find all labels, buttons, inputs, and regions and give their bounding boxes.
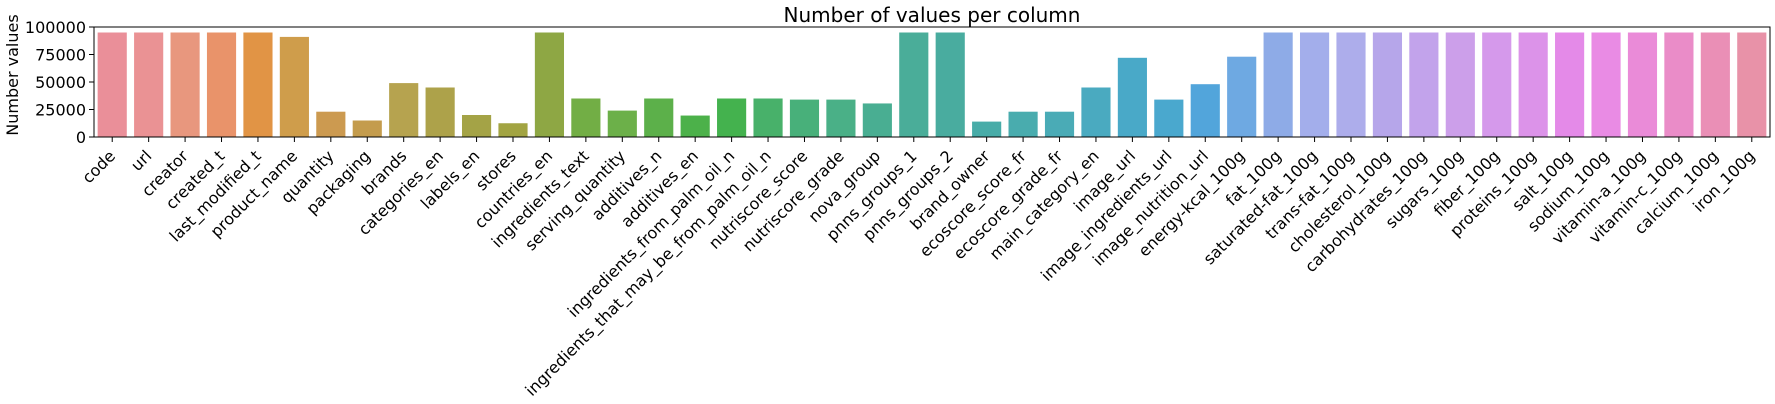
bar-created_t bbox=[206, 32, 237, 137]
bar-labels_en bbox=[461, 115, 492, 137]
bar-url bbox=[134, 32, 164, 137]
x-tick-label: url bbox=[127, 146, 155, 174]
bar-code bbox=[97, 32, 127, 137]
bar-product_name bbox=[279, 36, 309, 137]
bar-trans-fat_100g bbox=[1336, 32, 1366, 137]
chart-title: Number of values per column bbox=[784, 3, 1081, 27]
y-tick-label: 50000 bbox=[35, 73, 86, 92]
bars-group bbox=[97, 32, 1767, 138]
bar-packaging bbox=[352, 120, 382, 137]
bar-pnns_groups_1 bbox=[899, 32, 929, 137]
y-axis: 0 25000 50000 75000 100000 bbox=[25, 18, 94, 147]
bar-image_ingredients_url bbox=[1154, 99, 1184, 137]
bar-nova_group bbox=[862, 103, 892, 137]
bar-saturated-fat_100g bbox=[1299, 32, 1330, 137]
y-tick-label: 25000 bbox=[35, 101, 86, 120]
bar-ingredients_text bbox=[571, 98, 601, 137]
bar-ecoscore_grade_fr bbox=[1044, 111, 1075, 137]
bar-sugars_100g bbox=[1445, 32, 1475, 137]
bar-countries_en bbox=[534, 32, 565, 137]
plot-frame bbox=[93, 26, 1771, 138]
bar-calcium_100g bbox=[1700, 32, 1730, 137]
bar-brand_owner bbox=[972, 121, 1002, 137]
bar-cholesterol_100g bbox=[1372, 32, 1403, 137]
bar-stores bbox=[498, 123, 528, 137]
bar-ingredients_from_palm_oil_n bbox=[717, 98, 747, 137]
y-tick-label: 100000 bbox=[25, 18, 86, 37]
bar-sodium_100g bbox=[1591, 32, 1621, 137]
bar-main_category_en bbox=[1081, 87, 1111, 137]
bar-categories_en bbox=[425, 87, 455, 137]
bar-fiber_100g bbox=[1482, 32, 1512, 137]
y-tick-label: 0 bbox=[76, 128, 86, 147]
bar-brands bbox=[389, 83, 419, 137]
bar-fat_100g bbox=[1263, 32, 1293, 137]
bar-iron_100g bbox=[1737, 32, 1767, 137]
bar-quantity bbox=[316, 111, 346, 137]
bar-nutriscore_grade bbox=[826, 99, 856, 137]
bar-carbohydrates_100g bbox=[1409, 32, 1439, 137]
bar-energy-kcal_100g bbox=[1227, 56, 1257, 138]
bar-image_url bbox=[1117, 57, 1147, 137]
bar-ingredients_that_may_be_from_palm_oil_n bbox=[753, 98, 783, 137]
bar-pnns_groups_2 bbox=[935, 32, 965, 137]
bar-last_modified_t bbox=[243, 32, 273, 137]
y-axis-label: Number values bbox=[3, 14, 22, 135]
bar-additives_en bbox=[680, 115, 710, 137]
bar-nutriscore_score bbox=[789, 99, 820, 137]
bar-additives_n bbox=[644, 98, 674, 137]
x-tick-label: code bbox=[78, 146, 119, 187]
bar-ecoscore_score_fr bbox=[1008, 111, 1038, 137]
bar-image_nutrition_url bbox=[1190, 84, 1220, 137]
bar-vitamin-c_100g bbox=[1664, 32, 1694, 137]
x-axis: code urlcreatorcreated_tlast_modified_tpr… bbox=[78, 137, 1759, 401]
y-tick-label: 75000 bbox=[35, 46, 86, 65]
bar-serving_quantity bbox=[607, 110, 637, 137]
bar-vitamin-a_100g bbox=[1627, 32, 1658, 137]
bar-proteins_100g bbox=[1518, 32, 1548, 137]
bar-salt_100g bbox=[1555, 32, 1585, 137]
bar-creator bbox=[170, 32, 200, 137]
